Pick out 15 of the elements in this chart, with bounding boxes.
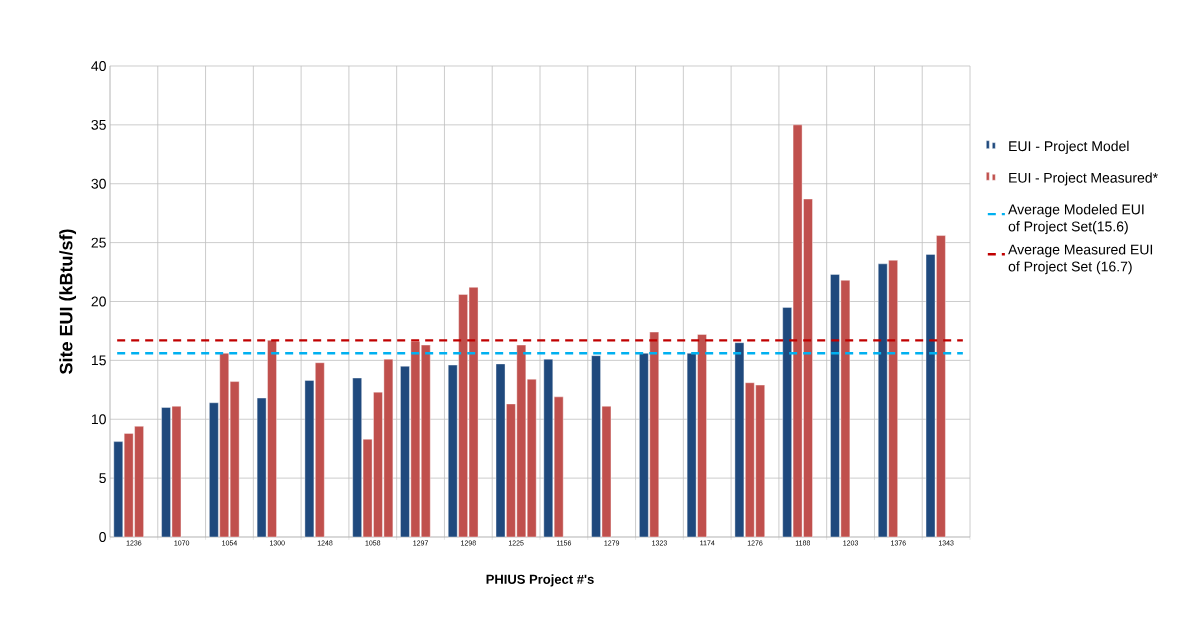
y-tick-label: 0 xyxy=(99,532,106,542)
y-tick-label: 30 xyxy=(91,178,106,189)
legend-label: Average Modeled EUI of Project Set(15.6) xyxy=(1008,204,1144,235)
y-tick-label: 25 xyxy=(91,237,106,248)
y-tick-label: 20 xyxy=(91,296,106,307)
legend-label: EUI - Project Measured* xyxy=(1009,172,1158,186)
y-tick-label: 5 xyxy=(99,473,106,484)
x-axis-title: PHIUS Project #'s xyxy=(486,574,594,587)
legend-label: EUI - Project Model xyxy=(1009,140,1129,154)
y-tick-label: 35 xyxy=(91,119,106,130)
y-tick-label: 10 xyxy=(91,414,106,425)
legend-label: Average Measured EUI of Project Set (16.7) xyxy=(1008,244,1153,275)
y-tick-label: 15 xyxy=(91,355,106,366)
y-axis-title: Site EUI (kBtu/sf) xyxy=(59,229,77,374)
y-tick-label: 40 xyxy=(91,61,106,71)
